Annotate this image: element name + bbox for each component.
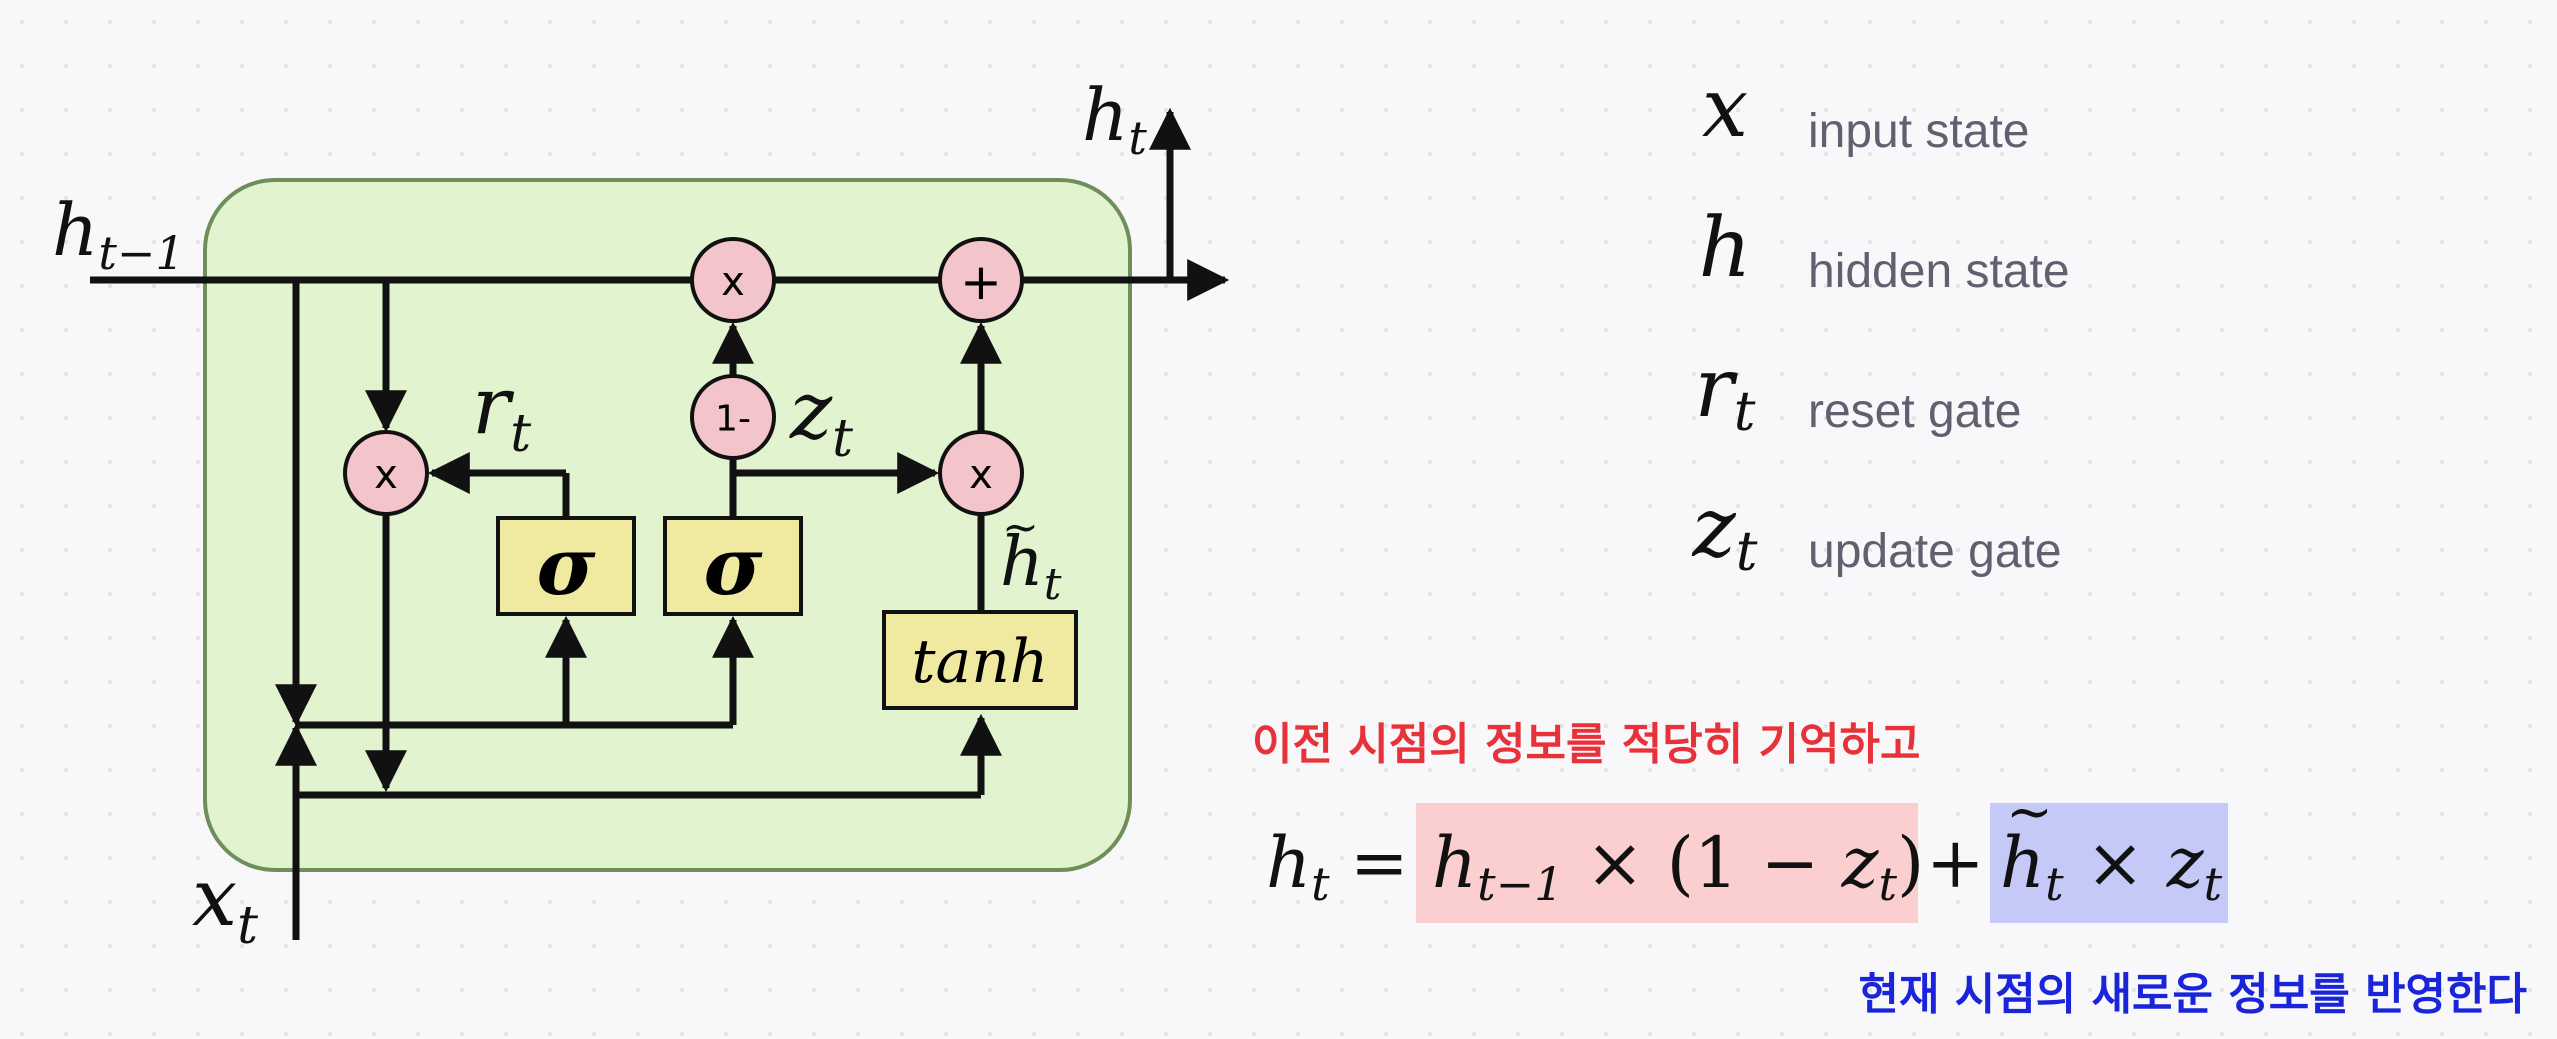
equation-plus: + xyxy=(1926,822,1985,904)
equation-term-new: ht × zt xyxy=(2000,763,2222,913)
equation-highlight-memory xyxy=(1416,803,1918,923)
candidate-multiply-symbol: x xyxy=(969,452,993,498)
one-minus-symbol: 1- xyxy=(715,399,751,440)
h-tilde-label: ht xyxy=(1000,523,1062,610)
legend-row-hidden: h hidden state xyxy=(1670,208,2370,328)
sigma-r-symbol: σ xyxy=(537,519,596,613)
legend-desc-update: update gate xyxy=(1808,525,2062,578)
equation-lhs: ht xyxy=(1266,822,1330,911)
equation-term-memory: ht−1 × (1 − zt) xyxy=(1432,822,1925,911)
caption-memory: 이전 시점의 정보를 적당히 기억하고 xyxy=(1252,719,1921,770)
z-gate-label: zt xyxy=(789,364,853,469)
legend-desc-reset: reset gate xyxy=(1808,385,2022,438)
legend-desc-input: input state xyxy=(1808,105,2030,158)
add-node xyxy=(938,237,1024,323)
update-multiply-symbol: x xyxy=(721,259,745,305)
candidate-multiply-node xyxy=(938,430,1024,516)
reset-multiply-node xyxy=(343,430,429,516)
legend-symbol-z: zt xyxy=(1692,481,1758,583)
sigma-z-symbol: σ xyxy=(704,519,763,613)
legend-symbol-x: x xyxy=(1701,61,1749,156)
sigma-z-gate xyxy=(663,516,803,616)
caption-new-info: 현재 시점의 새로운 정보를 반영한다 xyxy=(1858,969,2527,1020)
sigma-r-gate xyxy=(496,516,636,616)
x-in-label: xt xyxy=(192,851,258,956)
legend-symbol-r: rt xyxy=(1694,341,1756,443)
tanh-gate xyxy=(882,610,1078,710)
r-gate-label: rt xyxy=(472,359,531,464)
h-out-label: ht xyxy=(1082,73,1147,165)
reset-multiply-symbol: x xyxy=(374,452,398,498)
legend-row-update: zt update gate xyxy=(1670,488,2370,608)
update-multiply-node xyxy=(690,237,776,323)
tilde-mark: ~ xyxy=(1002,502,1039,553)
tanh-symbol: tanh xyxy=(911,627,1048,697)
legend-symbol-h: h xyxy=(1698,201,1752,296)
add-symbol: + xyxy=(960,253,1002,311)
legend-desc-hidden: hidden state xyxy=(1808,245,2070,298)
legend-row-input: x input state xyxy=(1670,68,2370,188)
legend-row-reset: rt reset gate xyxy=(1670,348,2370,468)
equation-equals: = xyxy=(1350,822,1409,904)
one-minus-node xyxy=(690,374,776,460)
h-prev-label: ht−1 xyxy=(52,188,185,280)
